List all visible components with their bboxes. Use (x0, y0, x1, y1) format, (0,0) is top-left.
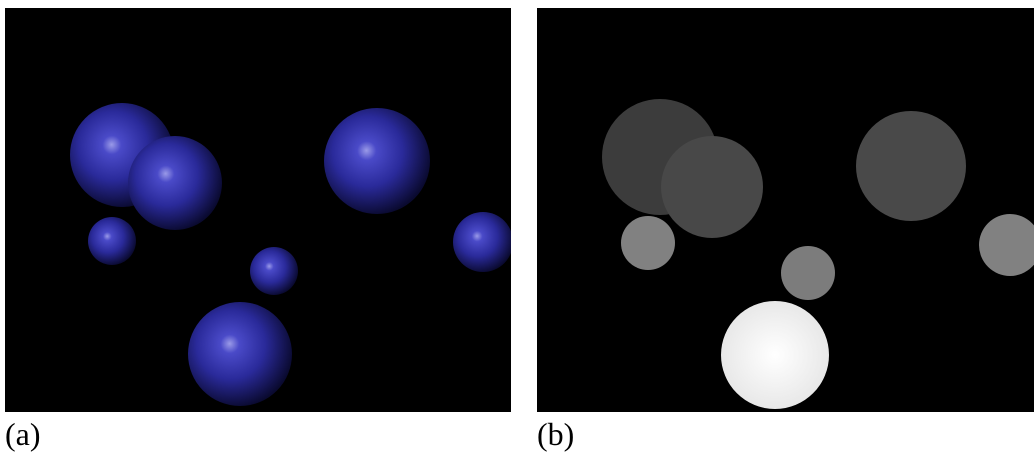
depth-disc (781, 246, 835, 300)
sphere (128, 136, 222, 230)
sphere (324, 108, 430, 214)
depth-disc (856, 111, 966, 221)
sphere (250, 247, 298, 295)
depth-disc (621, 216, 675, 270)
depth-disc (661, 136, 763, 238)
sphere (188, 302, 292, 406)
depth-disc (721, 301, 829, 409)
sphere (88, 217, 136, 265)
sphere (453, 212, 513, 272)
panel-a (5, 8, 513, 412)
panel-b (537, 8, 1034, 412)
figure: (a) (b) (0, 0, 1034, 457)
page: (a) (b) (() => { const data = JSON.parse… (0, 0, 1034, 457)
panel-label: (a) (5, 416, 41, 452)
panel-label: (b) (537, 416, 574, 452)
